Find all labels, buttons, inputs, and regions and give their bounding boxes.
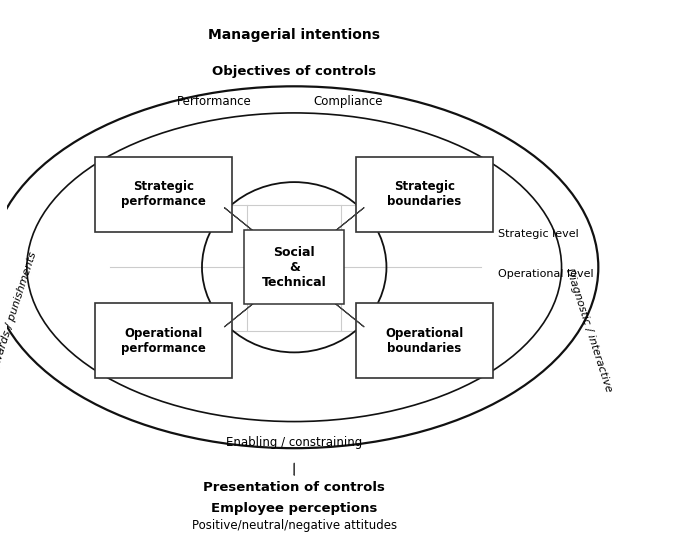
FancyBboxPatch shape — [95, 157, 233, 231]
Text: Operational
boundaries: Operational boundaries — [385, 327, 464, 355]
Text: Performance: Performance — [177, 94, 252, 108]
Text: Positive/neutral/negative attitudes: Positive/neutral/negative attitudes — [192, 519, 397, 532]
FancyBboxPatch shape — [95, 304, 233, 378]
Text: Employee perceptions: Employee perceptions — [211, 502, 377, 515]
Text: Operational
performance: Operational performance — [121, 327, 207, 355]
Text: Strategic level: Strategic level — [498, 229, 579, 239]
Text: Enabling / constraining: Enabling / constraining — [226, 437, 362, 450]
Text: Objectives of controls: Objectives of controls — [212, 66, 376, 78]
Text: Strategic
boundaries: Strategic boundaries — [387, 180, 462, 209]
Text: Presentation of controls: Presentation of controls — [203, 481, 385, 494]
Text: Managerial intentions: Managerial intentions — [208, 28, 380, 42]
Text: Compliance: Compliance — [313, 94, 383, 108]
Text: Operational level: Operational level — [498, 269, 594, 279]
FancyBboxPatch shape — [244, 230, 344, 305]
Text: Strategic
performance: Strategic performance — [121, 180, 207, 209]
Text: Diagnostic / interactive: Diagnostic / interactive — [563, 267, 613, 393]
FancyBboxPatch shape — [356, 304, 493, 378]
FancyBboxPatch shape — [356, 157, 493, 231]
Text: Rewards / punishments: Rewards / punishments — [0, 250, 38, 378]
Text: Social
&
Technical: Social & Technical — [262, 246, 327, 289]
